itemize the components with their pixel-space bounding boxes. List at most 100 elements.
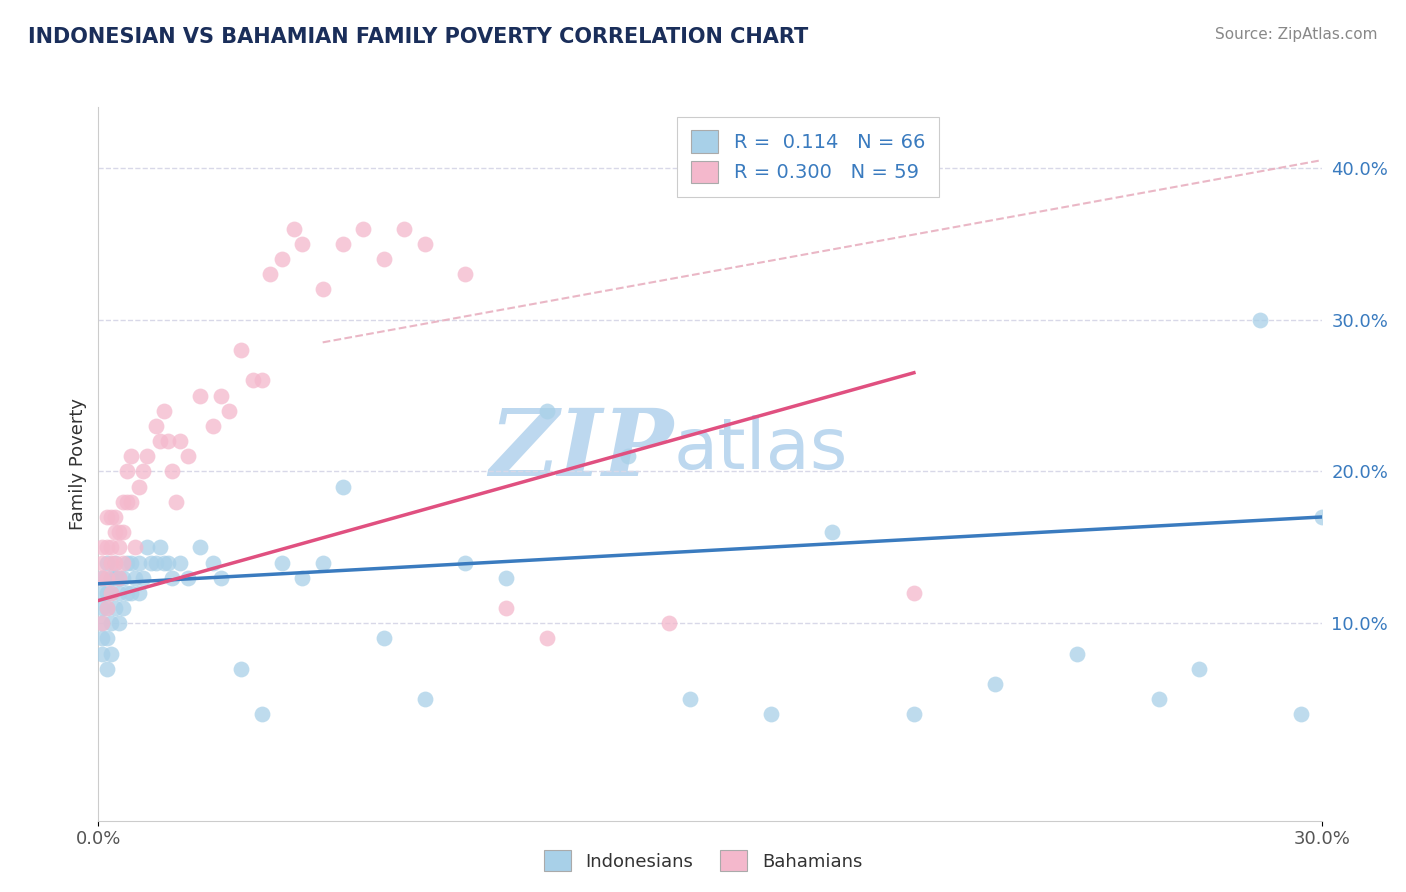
Point [100,586,122,600]
Point [413,692,436,706]
Point [250,373,273,387]
Point [903,707,925,722]
Point [679,692,702,706]
Point [104,571,127,585]
Point [96,510,118,524]
Point [1291,707,1313,722]
Point [495,601,517,615]
Point [136,541,159,555]
Point [111,601,134,615]
Point [91,586,114,600]
Point [91,601,114,615]
Legend: Indonesians, Bahamians: Indonesians, Bahamians [537,843,869,879]
Point [111,525,134,540]
Point [91,616,114,631]
Point [291,571,314,585]
Point [169,434,191,448]
Point [149,434,172,448]
Point [115,556,138,570]
Point [250,707,273,722]
Point [115,586,138,600]
Point [96,601,118,615]
Point [188,541,212,555]
Point [536,403,558,417]
Point [141,556,163,570]
Point [115,465,138,479]
Point [91,571,114,585]
Point [454,556,477,570]
Point [536,632,558,646]
Point [91,541,114,555]
Point [91,647,114,661]
Point [120,449,142,463]
Point [96,662,118,676]
Point [413,236,436,251]
Text: Source: ZipAtlas.com: Source: ZipAtlas.com [1215,27,1378,42]
Point [108,571,131,585]
Point [332,480,354,494]
Point [231,662,253,676]
Point [96,586,118,600]
Point [1147,692,1170,706]
Point [128,586,150,600]
Point [120,586,142,600]
Point [231,343,253,357]
Point [120,495,142,509]
Point [91,556,114,570]
Point [332,236,354,251]
Point [165,495,187,509]
Point [1188,662,1211,676]
Point [145,556,167,570]
Point [104,556,127,570]
Point [100,647,122,661]
Point [108,586,131,600]
Point [128,556,150,570]
Point [149,541,172,555]
Point [111,495,134,509]
Point [152,556,174,570]
Point [1249,312,1271,326]
Point [291,236,314,251]
Point [100,586,122,600]
Point [108,525,131,540]
Legend: R =  0.114   N = 66, R = 0.300   N = 59: R = 0.114 N = 66, R = 0.300 N = 59 [678,117,939,196]
Point [91,571,114,585]
Point [108,616,131,631]
Point [160,571,183,585]
Point [617,449,640,463]
Point [270,252,294,266]
Point [96,571,118,585]
Point [100,541,122,555]
Point [392,221,416,235]
Point [283,221,305,235]
Point [209,571,232,585]
Point [177,449,200,463]
Text: ZIP: ZIP [489,405,673,494]
Point [188,388,212,402]
Point [373,632,395,646]
Point [124,541,146,555]
Point [209,388,232,402]
Point [177,571,200,585]
Point [903,586,925,600]
Point [136,449,159,463]
Point [120,556,142,570]
Point [201,556,224,570]
Point [104,525,127,540]
Point [108,571,131,585]
Point [169,556,191,570]
Point [108,541,131,555]
Point [218,403,240,417]
Point [201,418,224,433]
Point [96,556,118,570]
Point [111,556,134,570]
Text: atlas: atlas [673,415,848,484]
Point [156,434,179,448]
Point [270,556,294,570]
Point [132,571,155,585]
Point [312,282,335,296]
Point [160,465,183,479]
Point [761,707,783,722]
Point [312,556,335,570]
Point [495,571,517,585]
